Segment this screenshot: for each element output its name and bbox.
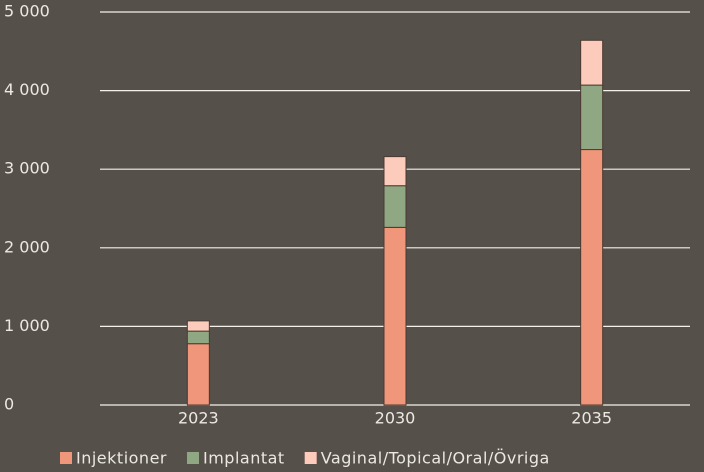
y-tick-label: 5 000 bbox=[4, 2, 50, 21]
bar-segment bbox=[580, 149, 604, 406]
x-tick-label: 2030 bbox=[375, 409, 416, 428]
legend-swatch bbox=[186, 452, 199, 464]
bar-segment bbox=[580, 84, 604, 151]
legend-label: Vaginal/Topical/Oral/Övriga bbox=[321, 449, 550, 468]
bar-segment bbox=[186, 330, 210, 345]
x-tick-label: 2035 bbox=[571, 409, 612, 428]
bar-segment bbox=[580, 39, 604, 86]
y-tick-label: 4 000 bbox=[4, 80, 50, 99]
x-tick-label: 2023 bbox=[178, 409, 219, 428]
legend-swatch bbox=[60, 452, 72, 464]
y-tick-label: 1 000 bbox=[4, 316, 50, 335]
legend-label: Implantat bbox=[203, 449, 285, 468]
legend-label: Injektioner bbox=[76, 449, 167, 468]
y-tick-label: 0 bbox=[4, 395, 14, 414]
bar-segment bbox=[383, 226, 407, 406]
bar-segment bbox=[186, 320, 210, 332]
legend-swatch bbox=[304, 452, 317, 464]
bar-segment bbox=[383, 185, 407, 228]
y-tick-label: 2 000 bbox=[4, 237, 50, 256]
bar-segment bbox=[383, 156, 407, 187]
bar-segment bbox=[186, 343, 210, 406]
y-tick-label: 3 000 bbox=[4, 159, 50, 178]
